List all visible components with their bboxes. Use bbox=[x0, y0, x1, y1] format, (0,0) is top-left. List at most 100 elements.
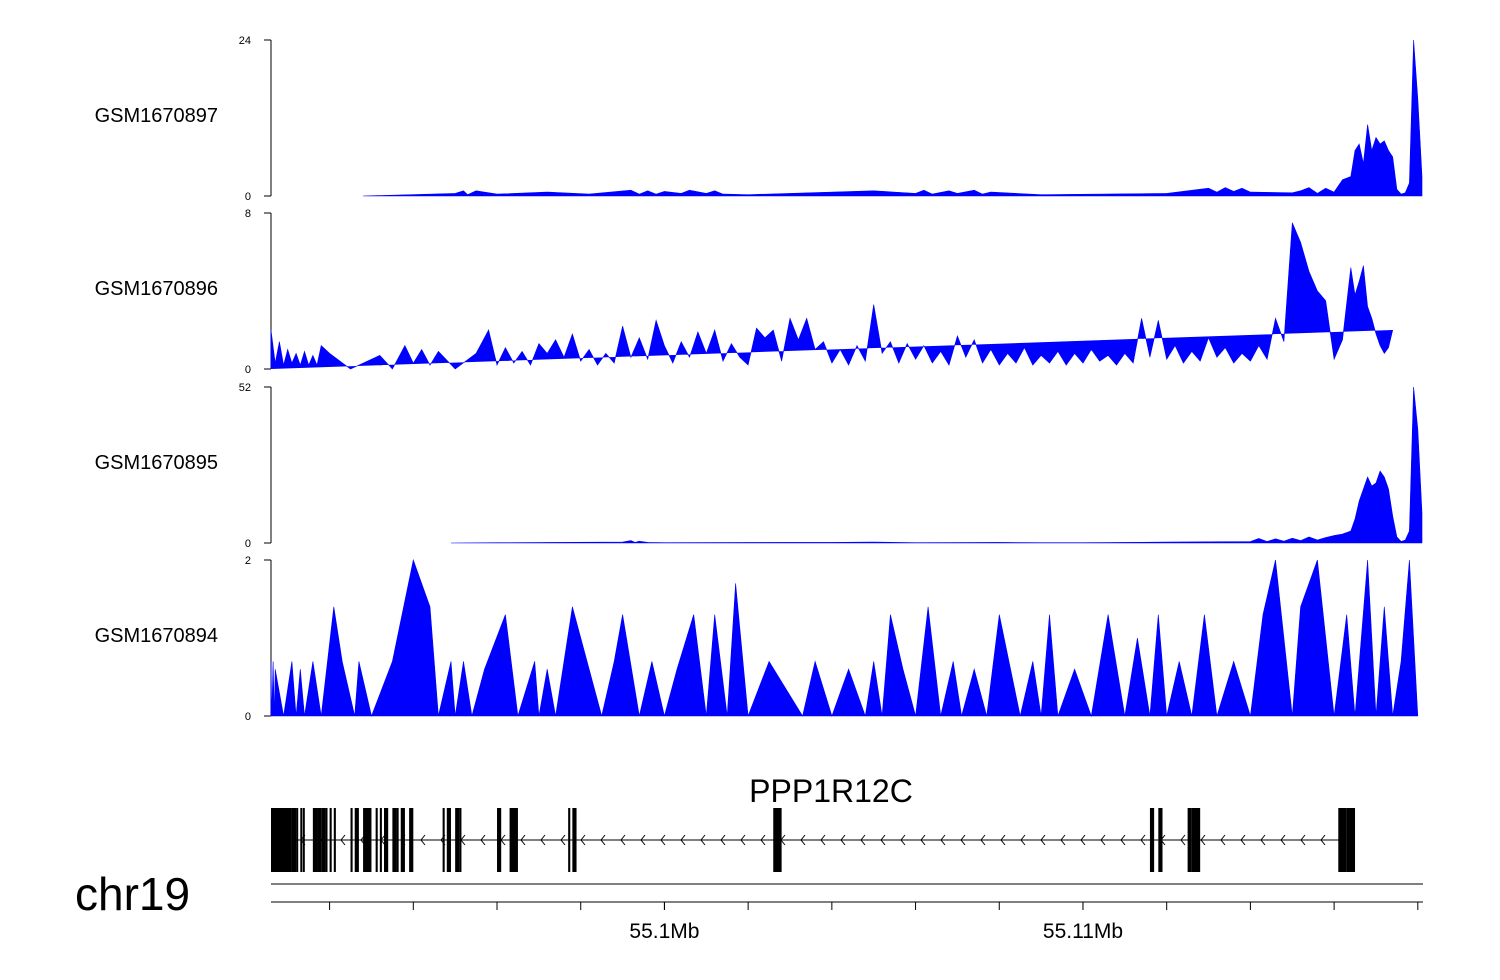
gene-name-label: PPP1R12C bbox=[749, 773, 913, 809]
exon bbox=[400, 808, 405, 872]
strand-arrow bbox=[520, 834, 526, 846]
chromosome-label: chr19 bbox=[75, 868, 190, 920]
exon bbox=[329, 808, 332, 872]
track-GSM1670894: 2 0 GSM1670894 bbox=[95, 555, 1419, 723]
strand-arrow bbox=[1240, 834, 1246, 846]
gene-exons bbox=[271, 808, 1356, 872]
strand-arrow bbox=[420, 834, 426, 846]
track-y-tick-label-max: 24 bbox=[239, 35, 251, 47]
exon bbox=[1149, 808, 1155, 872]
exon bbox=[379, 808, 382, 872]
exon bbox=[363, 808, 372, 872]
strand-arrow bbox=[600, 834, 606, 846]
strand-arrow bbox=[1320, 834, 1326, 846]
strand-arrow bbox=[940, 834, 946, 846]
strand-arrow bbox=[1140, 834, 1146, 846]
exon bbox=[375, 808, 378, 872]
strand-arrow bbox=[980, 834, 986, 846]
exon bbox=[509, 808, 518, 872]
strand-arrow bbox=[1100, 834, 1106, 846]
strand-arrow bbox=[880, 834, 886, 846]
strand-arrow bbox=[720, 834, 726, 846]
exon bbox=[300, 808, 303, 872]
exon bbox=[497, 808, 502, 872]
track-y-tick-label-min: 0 bbox=[245, 538, 251, 550]
strand-arrow bbox=[560, 834, 566, 846]
track-name-label: GSM1670896 bbox=[95, 278, 218, 300]
strand-arrow bbox=[620, 834, 626, 846]
strand-arrow bbox=[1200, 834, 1206, 846]
exon bbox=[1187, 808, 1192, 872]
axis-ticks: 55.1Mb 55.11Mb bbox=[329, 902, 1419, 943]
strand-arrow bbox=[960, 834, 966, 846]
genome-axis: chr19 55.1Mb 55.11Mb bbox=[75, 868, 1423, 943]
strand-arrow bbox=[1060, 834, 1066, 846]
exon bbox=[325, 808, 328, 872]
track-y-tick-label-max: 2 bbox=[245, 555, 251, 567]
strand-arrow bbox=[700, 834, 706, 846]
coverage-area bbox=[270, 558, 1419, 718]
strand-arrow bbox=[540, 834, 546, 846]
exon bbox=[442, 808, 445, 872]
strand-arrow bbox=[1020, 834, 1026, 846]
axis-tick-label: 55.1Mb bbox=[629, 920, 699, 943]
strand-arrow bbox=[640, 834, 646, 846]
strand-arrow bbox=[1220, 834, 1226, 846]
exon bbox=[302, 808, 305, 872]
track-y-tick-label-min: 0 bbox=[245, 364, 251, 376]
track-name-label: GSM1670895 bbox=[95, 452, 218, 474]
exon bbox=[396, 808, 399, 872]
axis-tick-label: 55.11Mb bbox=[1043, 920, 1123, 943]
track-name-label: GSM1670897 bbox=[95, 105, 218, 127]
exon bbox=[409, 808, 414, 872]
strand-arrow bbox=[580, 834, 586, 846]
strand-arrow bbox=[340, 834, 346, 846]
strand-arrow bbox=[860, 834, 866, 846]
track-y-tick-label-max: 52 bbox=[239, 382, 251, 394]
strand-arrow bbox=[1300, 834, 1306, 846]
strand-arrow bbox=[920, 834, 926, 846]
track-GSM1670896: 8 0 GSM1670896 bbox=[95, 208, 1393, 376]
exon bbox=[317, 808, 322, 872]
exon bbox=[296, 808, 299, 872]
strand-arrow bbox=[480, 834, 486, 846]
exon bbox=[333, 808, 336, 872]
strand-arrow bbox=[680, 834, 686, 846]
exon bbox=[384, 808, 389, 872]
strand-arrow bbox=[820, 834, 826, 846]
exon bbox=[1158, 808, 1163, 872]
track-GSM1670895: 52 0 GSM1670895 bbox=[95, 382, 1423, 550]
track-y-tick-label-min: 0 bbox=[245, 191, 251, 203]
exon bbox=[312, 808, 318, 872]
strand-arrow bbox=[1280, 834, 1286, 846]
exon bbox=[1346, 808, 1356, 872]
strand-arrow bbox=[1180, 834, 1186, 846]
gene-track: PPP1R12C bbox=[271, 773, 1356, 872]
coverage-area bbox=[270, 222, 1393, 370]
strand-arrow bbox=[1000, 834, 1006, 846]
exon bbox=[455, 808, 460, 872]
coverage-tracks: 24 0 GSM1670897 8 0 GSM1670896 52 0 GSM1670895 2 0… bbox=[95, 35, 1423, 723]
exon bbox=[568, 808, 571, 872]
coverage-area bbox=[363, 39, 1423, 197]
exon bbox=[1191, 808, 1201, 872]
strand-arrow bbox=[1260, 834, 1266, 846]
exon bbox=[354, 808, 359, 872]
exon bbox=[773, 808, 782, 872]
strand-arrow bbox=[1040, 834, 1046, 846]
strand-arrow bbox=[800, 834, 806, 846]
coverage-area bbox=[450, 386, 1423, 544]
exon bbox=[321, 808, 326, 872]
exon bbox=[459, 808, 462, 872]
track-y-tick-label-min: 0 bbox=[245, 711, 251, 723]
exon bbox=[446, 808, 451, 872]
exon bbox=[1338, 808, 1347, 872]
strand-arrow bbox=[1120, 834, 1126, 846]
strand-arrow bbox=[660, 834, 666, 846]
exon bbox=[291, 808, 297, 872]
strand-arrow bbox=[760, 834, 766, 846]
track-name-label: GSM1670894 bbox=[95, 625, 218, 647]
strand-arrow bbox=[840, 834, 846, 846]
strand-arrow bbox=[1080, 834, 1086, 846]
